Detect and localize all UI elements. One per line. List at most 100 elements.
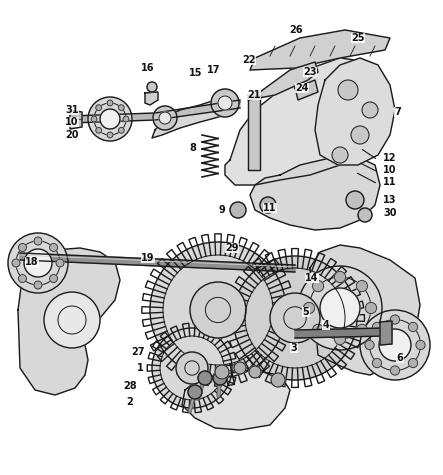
Circle shape [356,324,368,335]
Text: 17: 17 [207,65,221,75]
Text: 10: 10 [383,165,397,175]
Text: 23: 23 [303,67,317,77]
Circle shape [346,191,364,209]
Polygon shape [182,370,290,430]
Polygon shape [18,248,120,395]
Polygon shape [155,100,240,120]
Circle shape [271,373,285,387]
Circle shape [320,288,360,328]
Circle shape [218,96,232,110]
Circle shape [379,329,411,361]
Circle shape [107,100,113,106]
Text: 3: 3 [291,343,297,353]
Text: 13: 13 [383,195,397,205]
Polygon shape [250,30,390,70]
Circle shape [123,116,129,122]
Circle shape [234,362,246,374]
Circle shape [118,127,124,133]
Text: 6: 6 [396,353,404,363]
Text: 4: 4 [323,320,330,330]
Circle shape [373,323,381,332]
Circle shape [176,352,208,384]
Polygon shape [315,58,395,165]
Text: 31: 31 [65,105,79,115]
Circle shape [233,256,357,380]
Text: 22: 22 [242,55,256,65]
Circle shape [44,292,100,348]
Circle shape [390,366,400,375]
Text: 26: 26 [289,25,303,35]
Circle shape [334,271,346,283]
Polygon shape [295,328,385,338]
Circle shape [211,89,239,117]
Polygon shape [380,321,392,345]
Circle shape [358,208,372,222]
Circle shape [362,102,378,118]
Circle shape [88,97,132,141]
Text: 18: 18 [25,257,39,267]
Polygon shape [225,58,390,185]
Text: 27: 27 [131,347,145,357]
Circle shape [188,385,202,399]
Text: 15: 15 [189,68,203,78]
Text: 2: 2 [127,397,133,407]
Text: 16: 16 [141,63,155,73]
Circle shape [408,359,418,368]
Text: 14: 14 [305,273,319,283]
Text: 9: 9 [219,205,225,215]
Circle shape [390,315,400,324]
Circle shape [34,281,42,289]
Polygon shape [152,98,240,138]
Circle shape [190,282,246,338]
Polygon shape [20,253,295,272]
Polygon shape [310,245,420,375]
Polygon shape [70,110,82,129]
Circle shape [107,132,113,138]
Text: 12: 12 [383,153,397,163]
Circle shape [365,341,374,350]
Polygon shape [248,95,260,170]
Circle shape [373,359,381,368]
Text: 8: 8 [190,143,196,153]
Text: 11: 11 [383,177,397,187]
Text: 7: 7 [395,107,401,117]
Circle shape [19,244,27,251]
Circle shape [249,366,261,378]
Polygon shape [295,80,318,100]
Circle shape [198,371,212,385]
Circle shape [96,127,101,133]
Text: 10: 10 [65,117,79,127]
Circle shape [24,249,52,277]
Circle shape [334,333,346,344]
Circle shape [153,106,177,130]
Text: 19: 19 [141,253,155,263]
Polygon shape [145,92,158,105]
Circle shape [332,147,348,163]
Circle shape [356,281,368,292]
Text: 21: 21 [247,90,261,100]
Circle shape [338,80,358,100]
Circle shape [408,323,418,332]
Circle shape [416,341,425,350]
Circle shape [303,303,315,314]
Circle shape [19,275,27,283]
Circle shape [260,197,276,213]
Text: 24: 24 [295,83,309,93]
Circle shape [230,202,246,218]
Circle shape [100,109,120,129]
Circle shape [270,293,320,343]
Circle shape [365,303,377,314]
Text: 11: 11 [263,203,277,213]
Polygon shape [248,62,318,100]
Circle shape [298,266,382,350]
Text: 29: 29 [225,243,239,253]
Circle shape [312,324,324,335]
Circle shape [312,281,324,292]
Polygon shape [250,158,380,230]
Circle shape [213,371,227,385]
Circle shape [351,126,369,144]
Text: 30: 30 [383,208,397,218]
Text: 1: 1 [136,363,144,373]
Circle shape [56,259,64,267]
Text: 20: 20 [65,130,79,140]
